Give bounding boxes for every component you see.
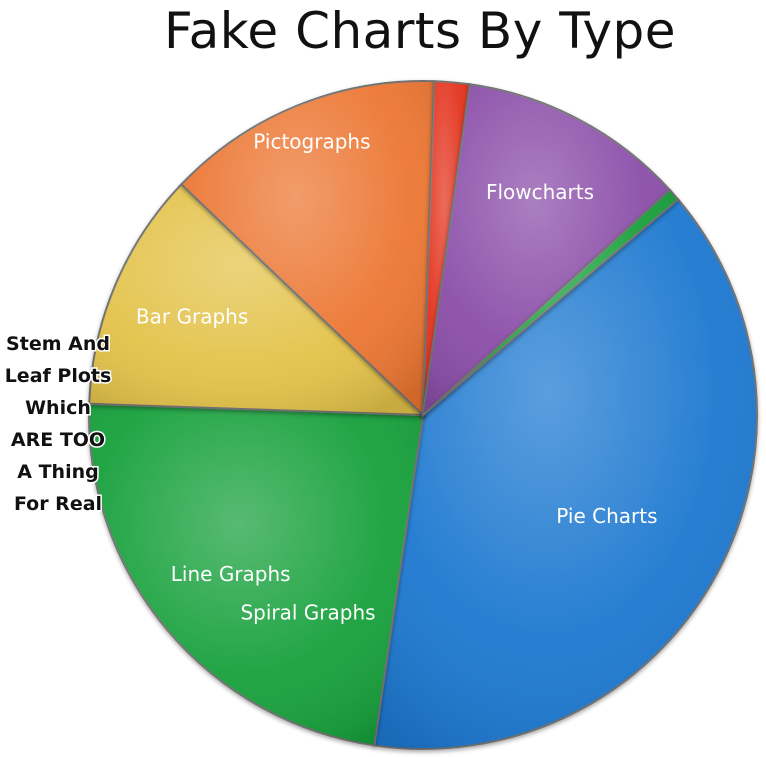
chart-title: Fake Charts By Type bbox=[163, 2, 677, 60]
outside-label-line: Which bbox=[25, 397, 91, 419]
outside-label-line: A Thing bbox=[17, 461, 98, 483]
slice-label-bar-graphs: Bar Graphs bbox=[136, 304, 248, 328]
slice-label-pie-charts: Pie Charts bbox=[556, 504, 657, 528]
slice-label-pictographs: Pictographs bbox=[253, 129, 370, 153]
pie-slice-shine bbox=[89, 184, 424, 415]
pie-slice-shine bbox=[423, 189, 679, 415]
outside-label: Stem And Leaf Plots Which ARE TOO A Thing For… bbox=[3, 332, 113, 517]
outside-label-line: ARE TOO bbox=[11, 429, 105, 451]
slice-label-flowcharts: Flowcharts bbox=[486, 180, 594, 204]
pie-slices bbox=[88, 80, 758, 750]
outside-label-line: Stem And bbox=[6, 333, 110, 355]
slice-label-line-graphs: Line Graphs bbox=[171, 562, 291, 586]
pie-slice-shine bbox=[181, 81, 435, 415]
outside-label-line: For Real bbox=[14, 493, 102, 515]
pie-slice-labels: Pie Charts Line Graphs Bar Graphs Pictograp… bbox=[136, 129, 658, 624]
pie-slice-shine bbox=[89, 403, 424, 746]
slice-label-spiral-graphs: Spiral Graphs bbox=[240, 601, 375, 625]
pie-slice-shine bbox=[374, 199, 757, 749]
outside-label-line: Leaf Plots bbox=[5, 365, 112, 387]
pie-slice-shine bbox=[423, 84, 670, 416]
